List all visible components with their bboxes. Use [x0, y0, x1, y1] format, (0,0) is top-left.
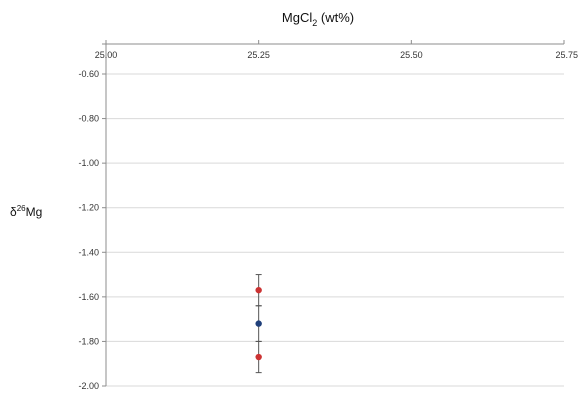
- y-tick-label: -1.40: [78, 247, 99, 257]
- x-tick-labels: 25.00 25.25 25.50 25.75: [95, 50, 578, 60]
- y-tick-label: -0.60: [78, 69, 99, 79]
- x-tick-label: 25.50: [400, 50, 423, 60]
- data-point: [255, 353, 262, 361]
- data-point: [255, 320, 262, 327]
- y-tick-label: -2.00: [78, 381, 99, 391]
- y-tick-labels: -0.60 -0.80 -1.00 -1.20 -1.40 -1.60 -1.80 -2.00: [78, 69, 99, 391]
- x-tick-label: 25.25: [247, 50, 270, 60]
- y-tick-label: -1.60: [78, 292, 99, 302]
- data-points: [255, 274, 262, 374]
- chart-title: MgCl2 (wt%): [282, 10, 354, 28]
- y-tick-label: -1.00: [78, 158, 99, 168]
- axes: [102, 40, 565, 387]
- data-point: [255, 286, 262, 294]
- y-tick-label: -1.80: [78, 336, 99, 346]
- y-tick-label: -0.80: [78, 114, 99, 124]
- x-tick-label: 25.75: [555, 50, 578, 60]
- gridlines: [106, 73, 564, 387]
- y-axis-label: δ26Mg: [10, 204, 42, 219]
- y-tick-label: -1.20: [78, 203, 99, 213]
- x-tick-label: 25.00: [95, 50, 118, 60]
